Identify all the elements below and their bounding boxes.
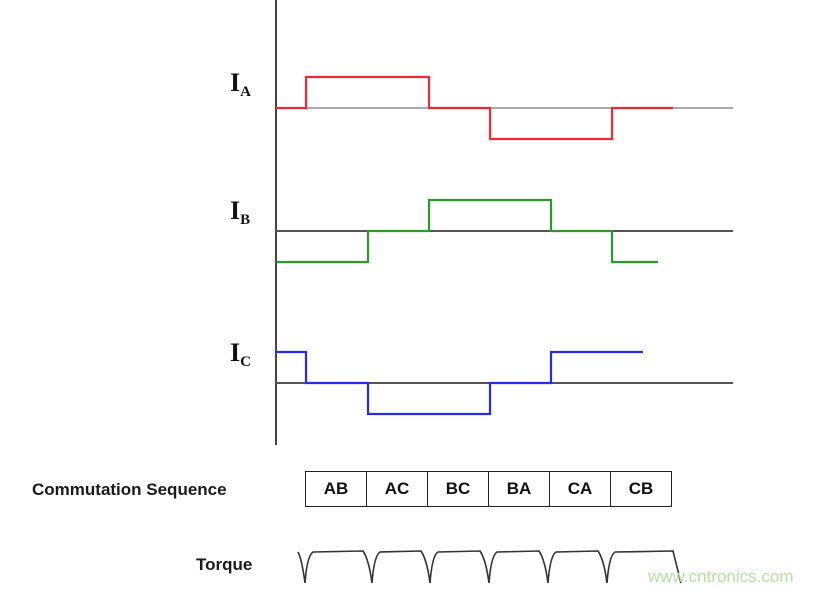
commutation-sequence-table: AB AC BC BA CA CB <box>305 471 672 507</box>
sequence-cell: AC <box>367 472 428 506</box>
sequence-cell: BA <box>489 472 550 506</box>
waveform-ib <box>276 198 658 264</box>
waveform-ia <box>276 75 673 141</box>
torque-label: Torque <box>196 555 253 574</box>
label-ic: IC <box>230 338 251 370</box>
sequence-cell: CB <box>628 479 654 498</box>
sequence-cell: AB <box>306 472 367 506</box>
sequence-cell: BC <box>428 472 489 506</box>
sequence-cell: CA <box>550 472 611 506</box>
label-ib: IB <box>230 196 251 228</box>
waveform-ic <box>276 350 643 416</box>
commutation-sequence-label: Commutation Sequence <box>32 480 227 499</box>
watermark: www.cntronics.com <box>648 567 794 586</box>
label-ia: IA <box>230 68 251 100</box>
torque-ripple-curve <box>297 550 682 584</box>
